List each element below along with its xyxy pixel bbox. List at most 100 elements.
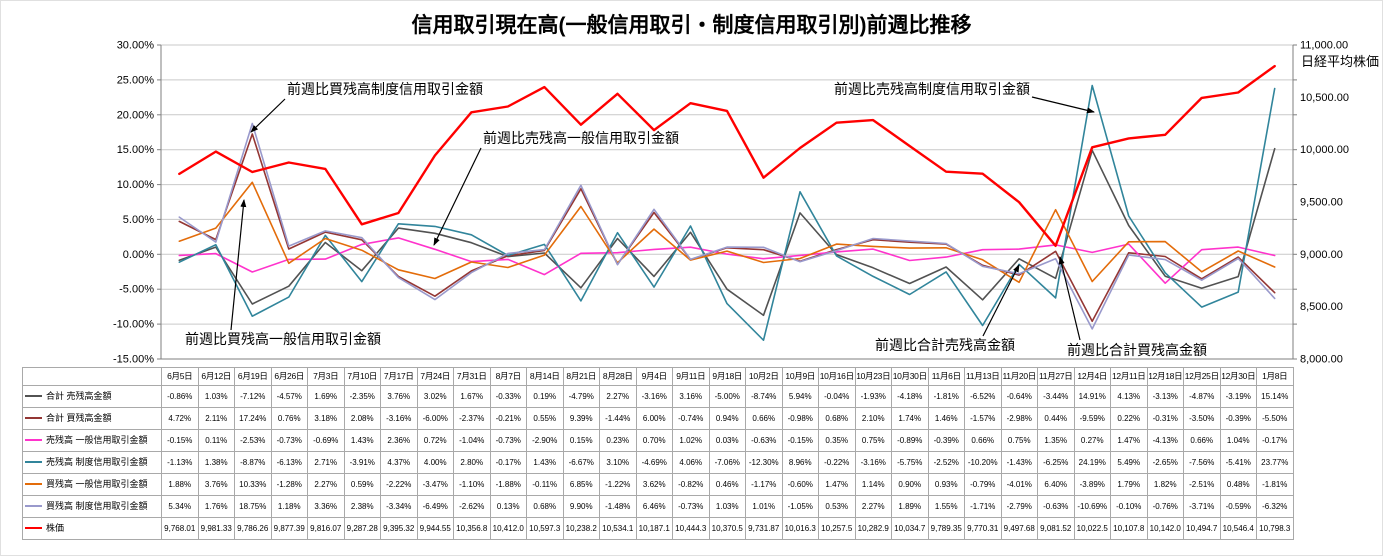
value-cell: -0.63%	[1037, 495, 1075, 518]
value-cell: 3.10%	[599, 451, 637, 474]
value-cell: -0.98%	[781, 407, 819, 430]
value-cell: 0.75%	[1000, 429, 1038, 452]
value-cell: -6.67%	[562, 451, 600, 474]
value-cell: 1.14%	[854, 473, 892, 496]
value-cell: -6.00%	[416, 407, 454, 430]
series-label-cell: 買残高 制度信用取引金額	[22, 495, 162, 518]
value-cell: 10,187.1	[635, 517, 673, 540]
value-cell: 1.89%	[891, 495, 929, 518]
value-cell: 0.15%	[562, 429, 600, 452]
value-cell: 10,798.3	[1256, 517, 1294, 540]
value-cell: -1.44%	[599, 407, 637, 430]
value-cell: -2.35%	[343, 385, 381, 408]
value-cell: 17.24%	[234, 407, 272, 430]
value-cell: 10.33%	[234, 473, 272, 496]
value-cell: -4.87%	[1183, 385, 1221, 408]
series-name: 売残高 一般信用取引金額	[46, 435, 148, 445]
value-cell: 0.22%	[1110, 407, 1148, 430]
value-cell: 0.23%	[599, 429, 637, 452]
value-cell: -4.13%	[1146, 429, 1184, 452]
value-cell: 0.68%	[526, 495, 564, 518]
value-cell: -8.87%	[234, 451, 272, 474]
value-cell: 1.69%	[307, 385, 345, 408]
annotation-label: 前週比買残高制度信用取引金額	[287, 81, 483, 97]
date-header-cell: 10月23日	[854, 367, 892, 386]
value-cell: 10,142.0	[1146, 517, 1184, 540]
date-header-cell: 7月10日	[343, 367, 381, 386]
value-cell: 0.48%	[1219, 473, 1257, 496]
left-axis-label: 20.00%	[117, 109, 155, 121]
value-cell: -2.37%	[453, 407, 491, 430]
right-axis-title: 日経平均株価	[1301, 54, 1380, 69]
date-header-cell: 6月5日	[161, 367, 199, 386]
value-cell: 1.04%	[1219, 429, 1257, 452]
value-cell: -4.01%	[1000, 473, 1038, 496]
value-cell: 9,497.68	[1000, 517, 1038, 540]
value-cell: 4.00%	[416, 451, 454, 474]
value-cell: 2.11%	[197, 407, 235, 430]
value-cell: 23.77%	[1256, 451, 1294, 474]
annotation-arrow	[1058, 256, 1081, 341]
table-row: 買残高 制度信用取引金額 5.34% 1.76% 18.75% 1.18% 3.36% 2.…	[22, 495, 1294, 518]
series-name: 合計 売残高金額	[46, 391, 112, 401]
table-corner-cell	[22, 367, 162, 386]
value-cell: 9,731.87	[745, 517, 783, 540]
value-cell: 2.27%	[854, 495, 892, 518]
value-cell: 4.72%	[161, 407, 199, 430]
value-cell: 10,412.0	[489, 517, 527, 540]
value-cell: 0.68%	[818, 407, 856, 430]
date-header-cell: 9月11日	[672, 367, 710, 386]
series-label-cell: 売残高 制度信用取引金額	[22, 451, 162, 474]
value-cell: 1.18%	[270, 495, 308, 518]
value-cell: 0.11%	[197, 429, 235, 452]
left-axis-label: -15.00%	[113, 354, 154, 366]
value-cell: -0.15%	[161, 429, 199, 452]
value-cell: -0.73%	[270, 429, 308, 452]
data-table: 6月5日 6月12日 6月19日 6月26日 7月3日 7月10日 7月17日 7月24日 7月…	[22, 367, 1294, 540]
value-cell: 10,370.5	[708, 517, 746, 540]
value-cell: 9,081.52	[1037, 517, 1075, 540]
right-axis-label: 8,000.00	[1300, 354, 1343, 366]
value-cell: -3.16%	[380, 407, 418, 430]
value-cell: -0.60%	[781, 473, 819, 496]
legend-key-icon	[25, 482, 42, 485]
date-header-cell: 7月17日	[380, 367, 418, 386]
value-cell: -2.53%	[234, 429, 272, 452]
value-cell: -0.59%	[1219, 495, 1257, 518]
right-axis-label: 11,000.00	[1300, 40, 1348, 52]
right-axis-label: 8,500.00	[1300, 301, 1343, 313]
left-axis-label: -10.00%	[113, 319, 154, 331]
value-cell: -0.69%	[307, 429, 345, 452]
date-header-cell: 6月19日	[234, 367, 272, 386]
value-cell: 5.49%	[1110, 451, 1148, 474]
legend-key-icon	[25, 460, 42, 463]
value-cell: 10,444.3	[672, 517, 710, 540]
value-cell: 2.27%	[599, 385, 637, 408]
table-row: 売残高 制度信用取引金額 -1.13% 1.38% -8.87% -6.13% 2.71%…	[22, 451, 1294, 474]
value-cell: -0.76%	[1146, 495, 1184, 518]
value-cell: 2.08%	[343, 407, 381, 430]
value-cell: -0.64%	[1000, 385, 1038, 408]
date-header-cell: 12月18日	[1146, 367, 1184, 386]
value-cell: -0.17%	[1256, 429, 1294, 452]
annotation-label: 前週比合計買残高金額	[1067, 342, 1207, 358]
value-cell: -1.88%	[489, 473, 527, 496]
value-cell: -0.86%	[161, 385, 199, 408]
value-cell: -10.69%	[1073, 495, 1111, 518]
annotation-label: 前週比売残高一般信用取引金額	[483, 130, 679, 146]
date-header-cell: 8月28日	[599, 367, 637, 386]
value-cell: 9.39%	[562, 407, 600, 430]
value-cell: 5.34%	[161, 495, 199, 518]
value-cell: -0.31%	[1146, 407, 1184, 430]
value-cell: -6.13%	[270, 451, 308, 474]
legend-key-icon	[25, 438, 42, 441]
date-header-cell: 1月8日	[1256, 367, 1294, 386]
series-label-cell: 株価	[22, 517, 162, 540]
series-line-6	[178, 64, 1276, 248]
date-header-cell: 7月3日	[307, 367, 345, 386]
value-cell: -9.59%	[1073, 407, 1111, 430]
value-cell: 1.88%	[161, 473, 199, 496]
annotation-label: 前週比買残高一般信用取引金額	[185, 331, 381, 347]
value-cell: 0.53%	[818, 495, 856, 518]
date-header-cell: 10月16日	[818, 367, 856, 386]
